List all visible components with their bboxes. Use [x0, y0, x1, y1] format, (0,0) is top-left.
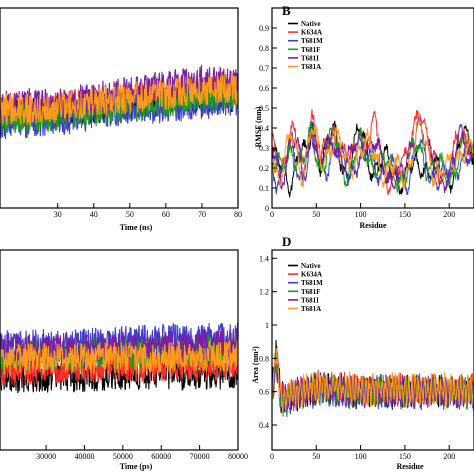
panel-b-xtick-label: 100 [355, 210, 367, 219]
panel-d-legend-label: T681F [301, 288, 320, 296]
panel-b-ytick-label: 0.8 [259, 44, 269, 53]
panel-b-xtick-label: 50 [312, 210, 320, 219]
panel-b-plot-area [272, 109, 474, 198]
panel-c-series-t681a [0, 339, 238, 376]
panel-b-xtick-label: 200 [443, 210, 455, 219]
panel-d-ytick-label: 0.6 [259, 388, 269, 397]
panel-c-plot-area [0, 322, 238, 394]
panel-c-frame [0, 249, 239, 451]
panel-a: Time (ns) 30 40 50 60 70 80 [0, 7, 242, 232]
panel-b-ytick-label: 0.3 [259, 144, 269, 153]
panel-d: D Area (nm²) Residue 0 50 100 150 200 0.4 0.6 0… [251, 234, 474, 471]
panel-a-xtick-label: 40 [90, 210, 98, 219]
panel-b-legend-label: T681F [301, 46, 320, 54]
panel-d-xtick-label: 150 [399, 452, 411, 461]
panel-a-xtick-label: 70 [198, 210, 206, 219]
panel-d-xtick-label: 200 [443, 452, 455, 461]
panel-d-xtick-label: 50 [312, 452, 320, 461]
panel-a-series-t681a [0, 72, 238, 126]
panel-b-legend-label: T681I [301, 54, 319, 62]
panel-b-legend-label: Native [301, 20, 320, 28]
panel-d-ytick-label: 1 [265, 321, 269, 330]
panel-d-letter: D [282, 234, 291, 249]
panel-b-xlabel: Residue [359, 221, 387, 230]
panel-d-ytick-label: 0.4 [259, 421, 269, 430]
panel-d-ytick-label: 0.8 [259, 354, 269, 363]
panel-d-legend-label: T681I [301, 296, 319, 304]
panel-d-series-t681a [272, 347, 474, 413]
panel-d-ytick-label: 1.2 [259, 288, 269, 297]
panel-d-xtick-label: 0 [270, 452, 274, 461]
panel-b-legend-label: T681A [301, 63, 321, 71]
panel-d-plot-area [272, 339, 474, 418]
panel-c-xlabel: Time (ps) [120, 462, 153, 471]
panel-d-legend-label: K634A [301, 271, 322, 279]
panel-d-legend-label: Native [301, 262, 320, 270]
panel-b-xtick-label: 0 [270, 210, 274, 219]
panel-a-xtick-label: 60 [162, 210, 170, 219]
panel-b-ytick-label: 0.1 [259, 184, 269, 193]
panel-b-ytick-label: 0.6 [259, 84, 269, 93]
panel-d-legend-label: T681A [301, 305, 321, 313]
panel-d-legend-label: T681M [301, 279, 323, 287]
panel-d-frame [271, 249, 474, 451]
panel-b-ylabel: RMSF (nm) [254, 106, 263, 147]
panel-d-xlabel: Residue [396, 462, 424, 471]
panel-c-xtick-label: 30000 [36, 452, 56, 461]
panel-b-ytick-label: 0 [265, 204, 269, 213]
panel-a-xtick-label: 50 [126, 210, 134, 219]
panel-b-ytick-label: 0.7 [259, 64, 269, 73]
panel-c: Time (ps) 30000 40000 50000 60000 70000 80000 [0, 249, 248, 471]
panel-b-ytick-label: 0.5 [259, 104, 269, 113]
panel-d-ylabel: Area (nm²) [251, 346, 260, 384]
panel-b: B RMSF (nm) Residue 0 50 100 150 200 0 0.1 0.2 0… [254, 3, 474, 230]
panel-b-legend-label: T681M [301, 37, 323, 45]
panel-b-ytick-label: 0.9 [259, 24, 269, 33]
panel-c-xtick-label: 80000 [228, 452, 248, 461]
panel-a-xtick-label: 30 [54, 210, 62, 219]
panel-b-legend-label: K634A [301, 29, 322, 37]
panel-b-series-t681a [272, 112, 474, 192]
panel-d-ytick-label: 1.4 [259, 254, 269, 263]
panel-a-frame [0, 7, 239, 209]
panel-b-letter: B [282, 3, 291, 18]
panel-b-ytick-label: 0.2 [259, 164, 269, 173]
panel-a-plot-area [0, 64, 238, 140]
panel-b-ytick-label: 0.4 [259, 124, 269, 133]
panel-c-xtick-label: 70000 [190, 452, 210, 461]
panel-c-xtick-label: 40000 [74, 452, 94, 461]
panel-a-xlabel: Time (ns) [120, 223, 153, 232]
panel-c-xtick-label: 60000 [151, 452, 171, 461]
panel-d-xtick-label: 100 [355, 452, 367, 461]
panel-c-series-native [0, 356, 238, 394]
panel-a-xtick-label: 80 [234, 210, 242, 219]
panel-b-series-t681m [272, 120, 474, 196]
panel-c-xtick-label: 50000 [113, 452, 133, 461]
panel-b-xtick-label: 150 [399, 210, 411, 219]
